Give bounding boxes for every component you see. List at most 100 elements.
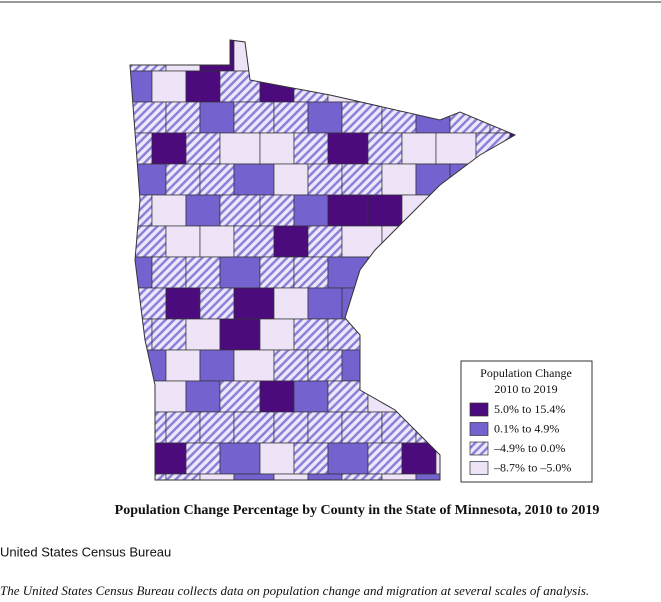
county (165, 163, 201, 196)
county (233, 163, 275, 196)
county (130, 473, 167, 480)
legend: Population Change 2010 to 2019 5.0% to 1… (460, 360, 593, 483)
county (165, 349, 201, 382)
county (509, 132, 515, 165)
county (509, 194, 515, 227)
county (449, 163, 491, 196)
county (219, 442, 261, 475)
county (435, 70, 477, 103)
county (185, 132, 221, 165)
county (185, 70, 221, 103)
source: United States Census Bureau (0, 544, 171, 559)
county (509, 70, 515, 103)
county (307, 349, 343, 382)
county (475, 132, 511, 165)
county (415, 473, 451, 480)
legend-label: –8.7% to –5.0% (493, 460, 571, 474)
county (401, 380, 437, 413)
county (233, 101, 275, 134)
county (489, 287, 515, 320)
county (307, 163, 343, 196)
county (381, 473, 417, 480)
county (185, 442, 221, 475)
legend-label: 5.0% to 15.4% (494, 402, 565, 416)
county (381, 40, 417, 72)
county (489, 40, 515, 72)
county (475, 256, 511, 289)
county (233, 411, 275, 444)
county (233, 287, 275, 320)
county (165, 101, 201, 134)
county (415, 101, 451, 134)
county (415, 225, 451, 258)
legend-swatch (469, 461, 489, 475)
county (130, 287, 167, 320)
county (199, 349, 235, 382)
county (367, 132, 403, 165)
county (489, 101, 515, 134)
county (219, 318, 261, 351)
county (327, 132, 369, 165)
county (130, 442, 153, 475)
county (381, 349, 417, 382)
county (509, 256, 515, 289)
county (273, 101, 309, 134)
county (259, 380, 295, 413)
county (130, 194, 153, 227)
county (219, 70, 261, 103)
county (449, 287, 491, 320)
county (293, 380, 329, 413)
county (415, 40, 451, 72)
county (381, 225, 417, 258)
county (367, 380, 403, 413)
county (233, 40, 275, 72)
county (415, 349, 451, 382)
county (151, 380, 187, 413)
county (165, 411, 201, 444)
county (273, 473, 309, 480)
county (199, 287, 235, 320)
county (199, 163, 235, 196)
county (475, 318, 511, 351)
state-outline (129, 39, 517, 481)
county (199, 40, 235, 72)
county (307, 40, 343, 72)
county (435, 256, 477, 289)
county (130, 132, 153, 165)
county (327, 194, 369, 227)
county (130, 163, 167, 196)
county (435, 318, 477, 351)
county (327, 318, 369, 351)
county (415, 287, 451, 320)
county (199, 225, 235, 258)
county (151, 194, 187, 227)
county (327, 70, 369, 103)
county (435, 194, 477, 227)
county (341, 349, 383, 382)
county (151, 256, 187, 289)
county (307, 287, 343, 320)
county (341, 101, 383, 134)
description: The United States Census Bureau collects… (0, 583, 589, 598)
county (219, 256, 261, 289)
county (381, 287, 417, 320)
legend-swatch (469, 402, 489, 417)
county (151, 132, 187, 165)
county (293, 256, 329, 289)
county (449, 40, 491, 72)
county (367, 256, 403, 289)
county (341, 163, 383, 196)
county (219, 194, 261, 227)
county (151, 318, 187, 351)
county (367, 194, 403, 227)
county (341, 411, 383, 444)
county (233, 473, 275, 480)
county (259, 442, 295, 475)
county (151, 70, 187, 103)
county (307, 101, 343, 134)
county (327, 442, 369, 475)
county (273, 349, 309, 382)
county (259, 256, 295, 289)
county (327, 380, 369, 413)
county (381, 411, 417, 444)
